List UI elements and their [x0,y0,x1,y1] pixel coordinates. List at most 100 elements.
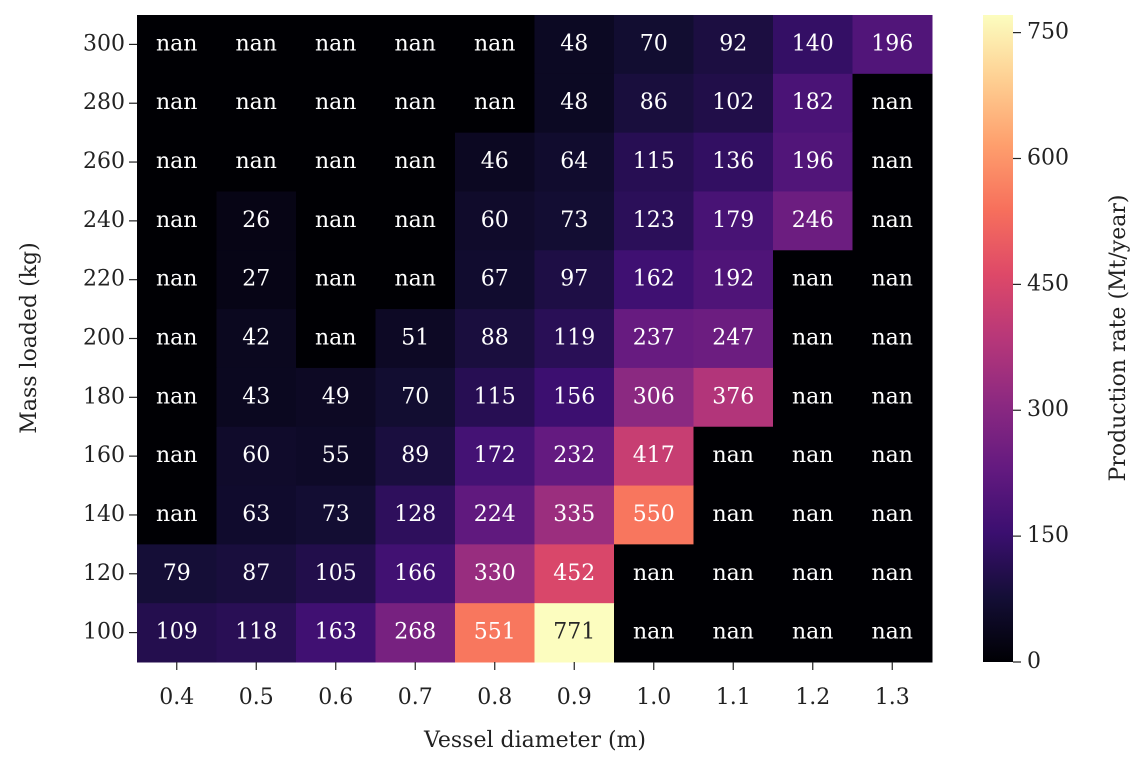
heatmap-cell [693,426,774,487]
cell-label: nan [395,31,436,56]
colorbar-tick-label: 150 [1027,523,1069,548]
heatmap-cell [375,15,456,75]
heatmap-cell [137,15,217,75]
heatmap-cell [773,132,853,192]
cell-label: 550 [633,502,675,527]
cell-label: nan [872,267,913,292]
y-axis-label: Mass loaded (kg) [17,242,42,433]
cell-label: 417 [633,443,675,468]
heatmap-cell [296,73,376,134]
cell-label: 55 [322,443,350,468]
cell-label: 182 [792,90,834,115]
cell-label: 109 [156,620,198,645]
x-tick-label: 0.9 [557,685,592,710]
cell-label: 115 [474,384,516,409]
cell-label: nan [792,267,833,292]
cell-label: 335 [553,502,595,527]
colorbar-label: Production rate (Mt/year) [1106,195,1131,482]
heatmap-cell [614,132,694,192]
y-tick-label: 100 [83,620,125,645]
heatmap-cell [375,309,456,369]
cell-label: nan [872,326,913,351]
cell-label: 246 [792,208,834,233]
cell-label: 64 [560,149,588,174]
heatmap-cell [296,544,376,604]
cell-label: 67 [481,267,509,292]
cell-label: 247 [712,326,754,351]
cell-label: nan [792,443,833,468]
heatmap-cell [614,191,694,251]
heatmap-cell [852,191,933,251]
heatmap-cell [852,426,933,487]
cell-label: 63 [242,502,270,527]
cell-label: nan [474,90,515,115]
cell-label: 60 [481,208,509,233]
x-tick-label: 0.8 [477,685,512,710]
heatmap-cell [852,73,933,134]
heatmap-cell [852,309,933,369]
heatmap-cell [216,426,297,487]
cell-label: 224 [474,502,516,527]
heatmap-cell [773,250,853,310]
heatmap-cell [137,250,217,310]
cell-label: nan [395,90,436,115]
heatmap-cell [455,544,535,604]
cell-label: 87 [242,561,270,586]
heatmap-cell [137,309,217,369]
heatmap-cell [773,426,853,487]
heatmap-cell [137,367,217,428]
colorbar-tick-label: 450 [1027,271,1069,296]
cell-label: 88 [481,326,509,351]
cell-label: 156 [553,384,595,409]
cell-label: nan [315,149,356,174]
cell-label: 118 [235,620,277,645]
cell-label: nan [156,90,197,115]
heatmap-cell [296,309,376,369]
heatmap-cell [137,485,217,545]
cell-label: nan [395,208,436,233]
cell-label: 166 [394,561,436,586]
y-tick-label: 160 [83,443,125,468]
heatmap-cell [137,132,217,192]
x-tick-label: 1.0 [636,685,671,710]
heatmap-cell [375,367,456,428]
cell-label: 26 [242,208,270,233]
heatmap-cell [614,485,694,545]
cell-label: nan [872,149,913,174]
heatmap-cell [693,132,774,192]
cell-label: nan [792,620,833,645]
heatmap-cell [614,367,694,428]
cell-label: 86 [640,90,668,115]
cell-label: nan [872,561,913,586]
cell-label: nan [156,149,197,174]
heatmap-cell [773,603,853,663]
cell-label: 73 [560,208,588,233]
heatmap-cell [773,544,853,604]
heatmap-cell [773,485,853,545]
cell-label: 42 [242,326,270,351]
heatmap-cell [137,191,217,251]
heatmap-cell [216,367,297,428]
heatmap-cell [534,191,615,251]
heatmap-cell [455,191,535,251]
cell-label: 163 [315,620,357,645]
heatmap-cell [614,603,694,663]
heatmap-cell [534,73,615,134]
heatmap-cell [852,250,933,310]
cell-label: nan [315,267,356,292]
cell-label: 330 [474,561,516,586]
y-tick-label: 260 [83,149,125,174]
heatmap-cell [216,485,297,545]
cell-label: 551 [474,620,516,645]
heatmap-cell [216,15,297,75]
cell-label: nan [792,326,833,351]
cell-label: nan [315,31,356,56]
cell-label: nan [633,561,674,586]
y-tick-label: 300 [83,31,125,56]
y-tick-label: 120 [83,561,125,586]
y-tick-label: 240 [83,208,125,233]
cell-label: 46 [481,149,509,174]
cell-label: 43 [242,384,270,409]
cell-label: 140 [792,31,834,56]
heatmap-cell [216,603,297,663]
